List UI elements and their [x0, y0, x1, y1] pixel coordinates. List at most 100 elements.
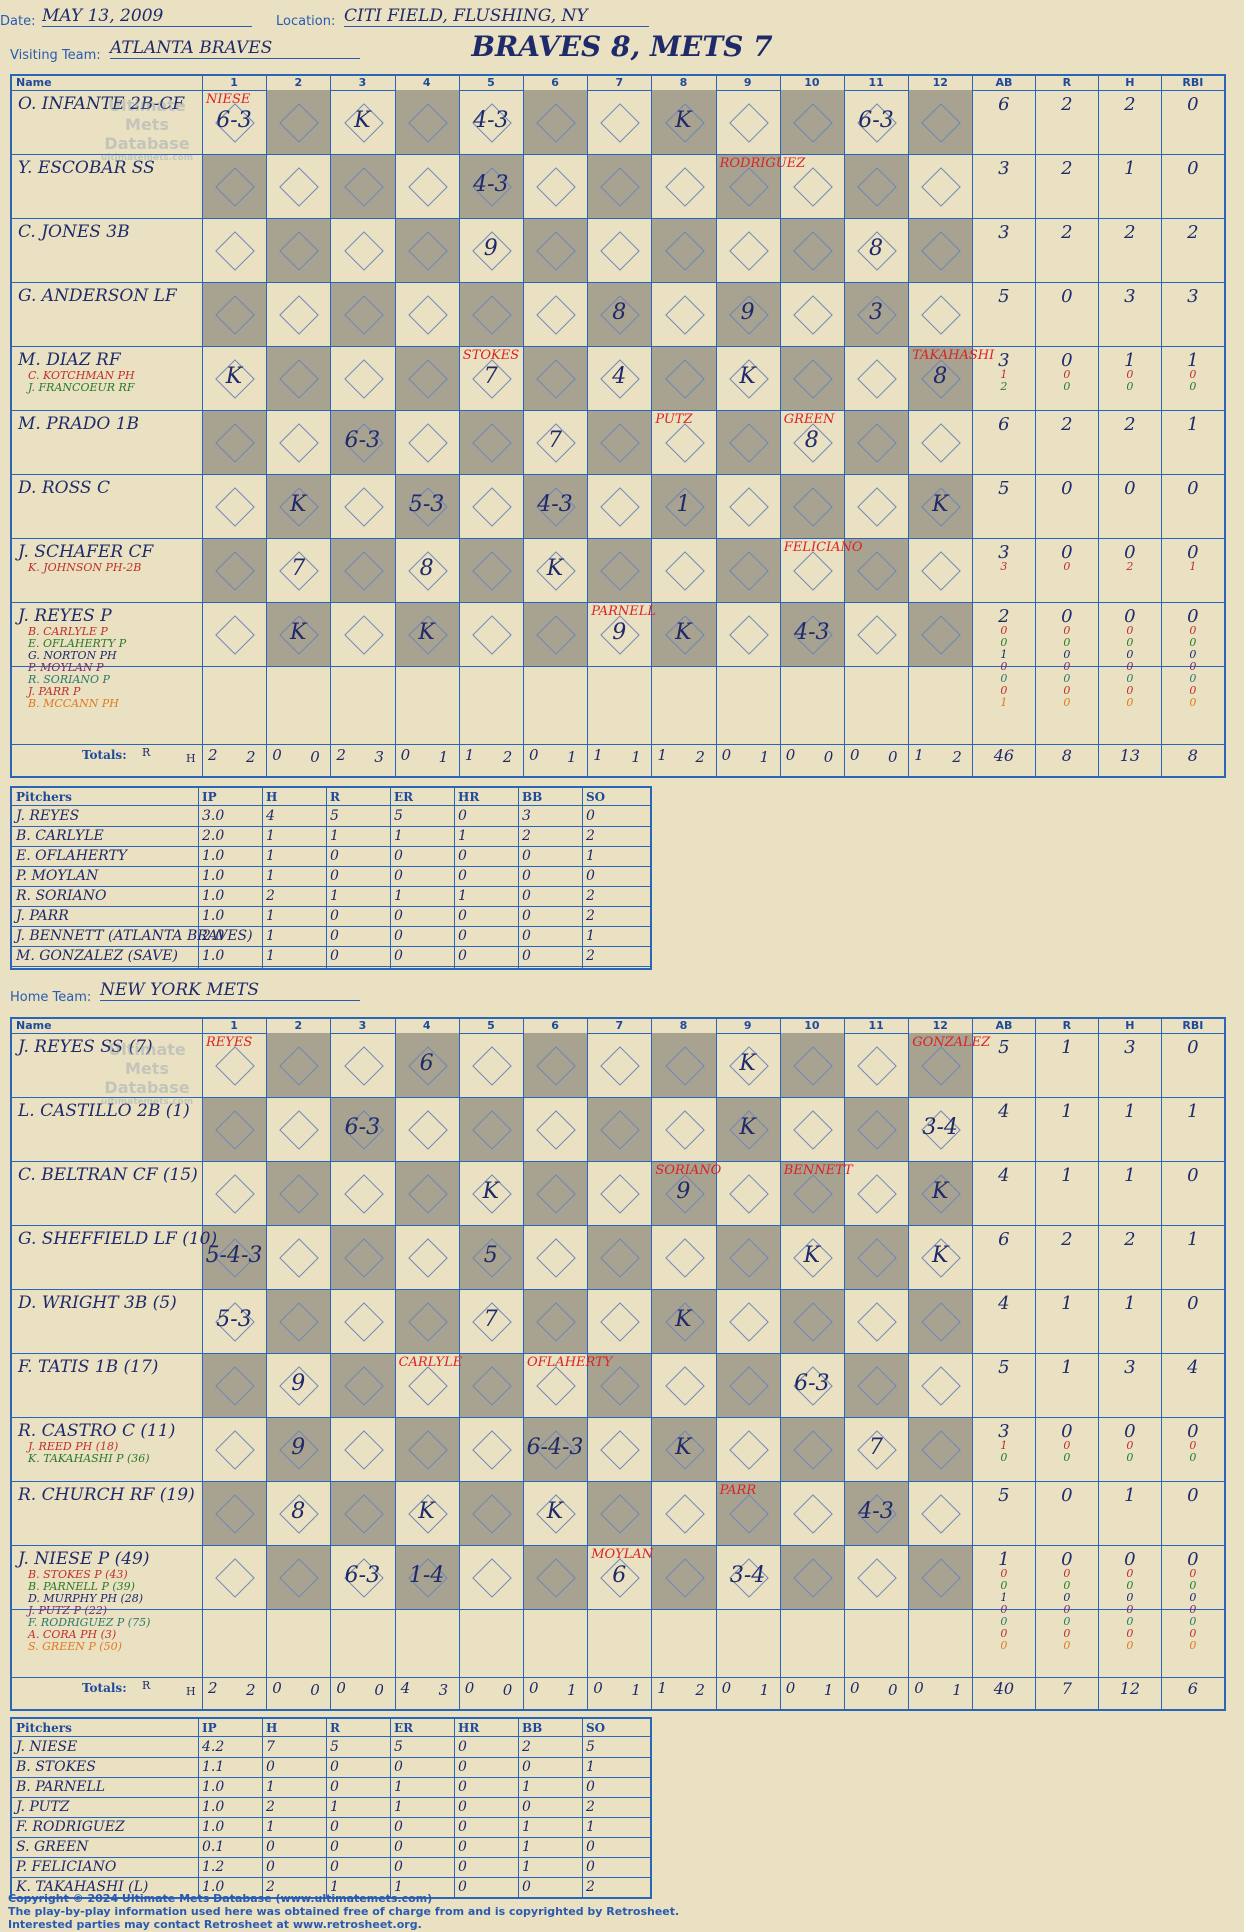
batter-stat: 0: [1187, 478, 1199, 499]
grid-hline: [12, 1289, 1224, 1290]
inning-cell-shade: [523, 474, 588, 538]
diamond-icon: [536, 167, 576, 207]
inning-hits: 0: [310, 1681, 320, 1699]
at-bat-result: 5-3: [216, 1307, 252, 1332]
diamond-icon: [857, 615, 897, 655]
inning-cell-shade: [394, 1289, 459, 1353]
pitchers-header-cell: Pitchers: [16, 1721, 72, 1735]
batter-stat: 2: [1187, 222, 1199, 243]
inning-cell-shade: [523, 1161, 588, 1225]
pitcher-cell: 0: [586, 1839, 595, 1855]
inning-cell-shade: [715, 1225, 780, 1289]
batter-stat: 3: [998, 1421, 1010, 1442]
game-total: 40: [993, 1679, 1015, 1698]
grid-vline: [972, 76, 974, 776]
pitcher-row-divider: [12, 826, 650, 827]
watermark-url: ultimatemets.com: [100, 1097, 194, 1107]
inning-cell-shade: [458, 1353, 523, 1417]
pitching-change-note: RODRIGUEZ: [719, 156, 806, 171]
diamond-icon: [857, 1302, 897, 1342]
pitcher-cell: 0: [394, 1859, 403, 1875]
pitcher-cell: 3.0: [202, 808, 225, 824]
pitcher-cell: 1: [586, 928, 595, 944]
batter-stat: 0: [1189, 1627, 1197, 1640]
grid-vline: [715, 1019, 717, 1709]
column-header-inning: 1: [230, 76, 238, 89]
inning-cell-shade: [266, 1289, 331, 1353]
inning-cell-shade: [844, 282, 909, 346]
column-header-name: Name: [16, 1019, 52, 1032]
diamond-icon: [407, 423, 448, 463]
pitcher-cell: 0: [458, 948, 467, 964]
pitcher-cell: 0: [586, 1779, 595, 1795]
pitcher-cell: 0: [330, 1839, 339, 1855]
batter-name: J. NIESE P (49): [18, 1549, 150, 1569]
inning-cell-shade: [779, 1161, 844, 1225]
pitcher-cell: 0: [394, 928, 403, 944]
inning-cell-shade: [651, 602, 716, 666]
pitcher-cell: 2.0: [202, 928, 225, 944]
pitcher-row-divider: [12, 1897, 650, 1898]
batter-stat: 0: [1126, 1639, 1134, 1652]
substitute-name: P. MOYLAN P: [28, 661, 104, 674]
at-bat-result: 4-3: [794, 620, 830, 645]
at-bat-result: 5-3: [408, 492, 445, 517]
inning-cell-shade: [394, 1417, 459, 1481]
pitcher-cell: 0: [394, 1819, 403, 1835]
batter-stat: 0: [1187, 1293, 1199, 1314]
substitute-name: F. RODRIGUEZ P (75): [28, 1616, 151, 1629]
batter-stat: 0: [1061, 1549, 1073, 1570]
diamond-icon: [407, 1366, 448, 1406]
inning-cell-shade: [330, 154, 395, 218]
pitchers-vline: [390, 1719, 391, 1897]
at-bat-result: 6-4-3: [526, 1435, 584, 1460]
pitcher-row: B. STOKES 1.1 0 0 0 0 0 1: [12, 1757, 650, 1777]
batter-stat: 0: [1126, 368, 1134, 381]
substitute-name: A. CORA PH (3): [28, 1628, 117, 1641]
batter-stat: 0: [1189, 368, 1197, 381]
grid-vline: [266, 1019, 268, 1709]
pitching-change-note: GREEN: [783, 412, 835, 427]
batter-stat: 2: [1124, 414, 1136, 435]
batter-stat: 6: [998, 414, 1010, 435]
pitcher-cell: 1.0: [202, 1799, 225, 1815]
batter-stat: 3: [1124, 286, 1136, 307]
pitcher-cell: 2: [586, 828, 595, 844]
diamond-icon: [728, 1430, 769, 1470]
inning-runs: 2: [208, 1679, 218, 1697]
diamond-icon: [536, 1110, 576, 1150]
inning-hits: 1: [823, 1681, 834, 1699]
batter-name: G. ANDERSON LF: [18, 286, 177, 306]
grid-vline: [1098, 76, 1100, 776]
grid-vline: [394, 1019, 396, 1709]
batter-stat: 1: [1187, 414, 1199, 435]
inning-runs: 0: [529, 1679, 539, 1697]
grid-vline: [1161, 1019, 1163, 1709]
watermark-line2: Mets: [125, 1059, 169, 1078]
pitcher-cell: 2: [586, 908, 595, 924]
pitcher-cell: 1.0: [202, 1779, 225, 1795]
home-pitchers-table: Pitchers IP H R ER HR BB SO J. NIESE 4.2 7 5 5 0 2 5 B. …: [10, 1717, 652, 1899]
diamond-icon: [407, 1110, 448, 1150]
batter-stat: 1: [1124, 1293, 1136, 1314]
inning-cell-shade: [266, 1417, 331, 1481]
inning-cell-shade: [523, 218, 588, 282]
pitcher-cell: E. OFLAHERTY: [16, 848, 128, 864]
inning-cell-shade: [202, 1353, 267, 1417]
pitcher-cell: 2: [586, 1879, 595, 1895]
grid-vline: [523, 1019, 524, 1709]
batter-stat: 1: [1000, 368, 1008, 381]
visiting-team-value: ATLANTA BRAVES: [110, 38, 360, 59]
pitchers-header-cell: R: [330, 790, 340, 804]
inning-cell-shade: [844, 154, 909, 218]
diamond-icon: [600, 1174, 641, 1214]
pitcher-row-divider: [12, 886, 650, 887]
diamond-icon: [664, 1494, 705, 1534]
inning-hits: 1: [759, 1681, 770, 1699]
batter-stat: 0: [1126, 660, 1134, 673]
diamond-icon: [921, 1366, 962, 1406]
diamond-icon: [343, 1430, 384, 1470]
batter-stat: 0: [1189, 1639, 1197, 1652]
batter-stat: 1: [1187, 1101, 1199, 1122]
at-bat-result: 4: [612, 364, 627, 389]
